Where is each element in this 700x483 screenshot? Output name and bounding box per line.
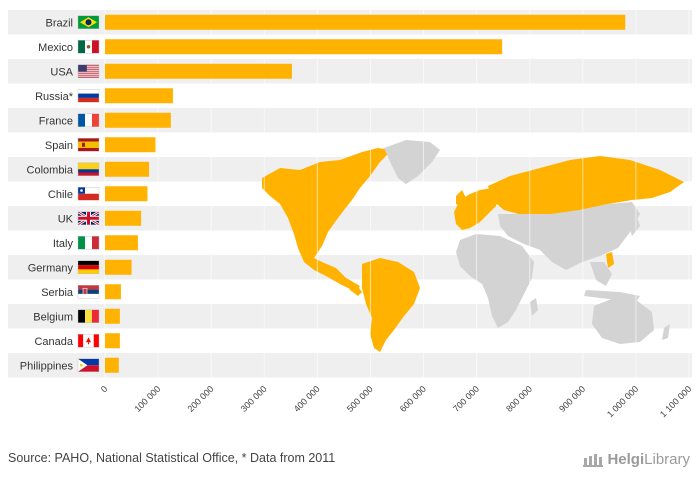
source-note: Source: PAHO, National Statistical Offic… <box>8 451 336 465</box>
mexico-flag-icon <box>77 40 100 54</box>
x-tick-label: 600 000 <box>398 384 428 414</box>
map-africa <box>456 234 534 328</box>
bar-uk <box>105 210 142 226</box>
x-tick-label: 200 000 <box>186 384 216 414</box>
category-label-russia: Russia* <box>35 91 74 103</box>
category-label-italy: Italy <box>53 238 74 250</box>
helgi-library-logo-icon <box>583 454 604 467</box>
spain-flag-icon <box>77 138 100 152</box>
russia-flag-icon <box>77 89 100 103</box>
category-label-serbia: Serbia <box>41 287 74 299</box>
germany-flag-icon <box>77 260 100 274</box>
category-label-chile: Chile <box>48 189 73 201</box>
world-map <box>262 140 684 352</box>
bar-chart: Brazil Mexico USA Russia* France Spain Colombi… <box>8 10 694 419</box>
row-band <box>8 353 692 378</box>
bar-germany <box>105 259 132 275</box>
bar-spain <box>105 137 156 153</box>
category-label-colombia: Colombia <box>27 164 74 176</box>
bar-chile <box>105 186 148 202</box>
map-central-america <box>346 278 362 296</box>
category-label-philippines: Philippines <box>20 360 74 372</box>
category-label-usa: USA <box>50 66 73 78</box>
x-tick-label: 500 000 <box>345 384 375 414</box>
map-southeast-asia <box>590 262 612 286</box>
canada-flag-icon <box>77 334 100 348</box>
x-tick-label: 300 000 <box>239 384 269 414</box>
bar-france <box>105 112 171 128</box>
x-tick-label: 1 000 000 <box>605 384 640 419</box>
bar-usa <box>105 63 292 79</box>
category-labels: Brazil Mexico USA Russia* France Spain Colombi… <box>20 17 74 372</box>
bar-brazil <box>105 14 626 30</box>
chile-flag-icon <box>77 187 100 201</box>
bars <box>105 14 626 373</box>
category-label-germany: Germany <box>28 262 74 274</box>
brand-logo[interactable]: HelgiLibrary <box>582 449 690 469</box>
uk-flag-icon <box>77 210 100 226</box>
map-philippines <box>606 252 614 268</box>
bar-colombia <box>105 161 150 177</box>
x-tick-label: 700 000 <box>451 384 481 414</box>
serbia-flag-icon <box>77 285 100 299</box>
row-band <box>8 304 692 329</box>
italy-flag-icon <box>77 236 100 250</box>
map-greenland <box>384 140 440 184</box>
map-south-america <box>362 258 420 352</box>
x-axis-ticks: 0 100 000 200 000 300 000 400 000 500 000 600 … <box>99 384 694 419</box>
bar-serbia <box>105 284 121 300</box>
map-asia <box>498 202 640 270</box>
map-madagascar <box>530 298 538 316</box>
colombia-flag-icon <box>77 162 100 176</box>
x-tick-label: 800 000 <box>504 384 534 414</box>
map-uk <box>456 190 466 206</box>
bar-belgium <box>105 308 120 324</box>
france-flag-icon <box>77 113 100 127</box>
bar-philippines <box>105 357 119 373</box>
brand-helgi: Helgi <box>607 450 645 468</box>
usa-flag-icon <box>77 64 100 78</box>
bar-canada <box>105 333 120 349</box>
x-tick-label: 400 000 <box>292 384 322 414</box>
category-label-uk: UK <box>58 213 74 225</box>
brazil-flag-icon <box>77 15 100 29</box>
map-russia <box>488 156 684 216</box>
map-indonesia <box>584 290 640 302</box>
belgium-flag-icon <box>77 309 100 323</box>
bar-mexico <box>105 39 503 55</box>
x-tick-label: 100 000 <box>132 384 162 414</box>
category-label-france: France <box>39 115 73 127</box>
category-label-mexico: Mexico <box>38 42 73 54</box>
philippines-flag-icon <box>77 358 100 372</box>
bar-italy <box>105 235 138 251</box>
bar-russia <box>105 88 173 104</box>
category-label-brazil: Brazil <box>45 17 73 29</box>
map-japan <box>628 214 640 236</box>
x-tick-label: 0 <box>99 384 110 395</box>
category-label-belgium: Belgium <box>33 311 73 323</box>
x-tick-label: 1 100 000 <box>658 384 693 419</box>
map-new-zealand <box>662 324 670 340</box>
map-north-america <box>262 148 392 292</box>
brand-library: Library <box>644 450 690 468</box>
category-label-spain: Spain <box>45 140 73 152</box>
map-australia <box>592 298 654 344</box>
category-label-canada: Canada <box>34 336 73 348</box>
x-tick-label: 900 000 <box>557 384 587 414</box>
flags <box>77 15 100 372</box>
